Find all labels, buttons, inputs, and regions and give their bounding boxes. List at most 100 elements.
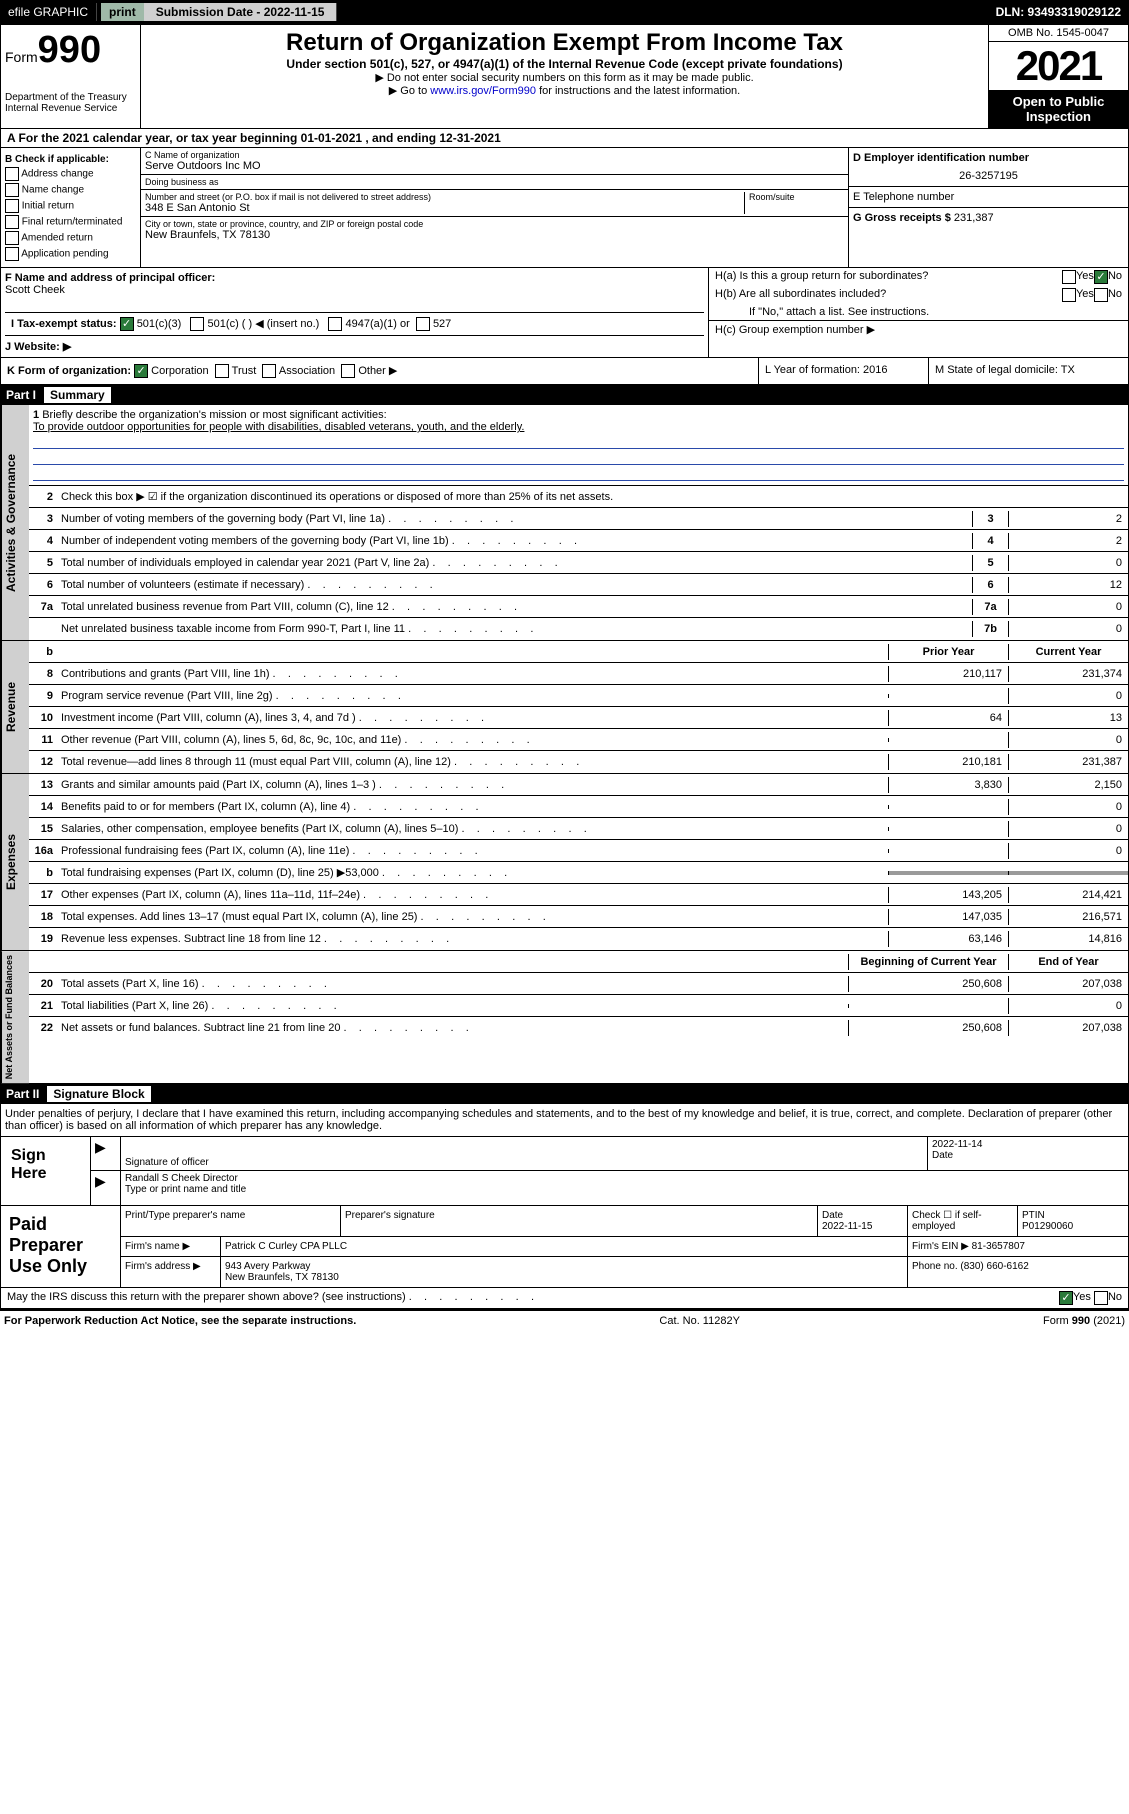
table-row: 7aTotal unrelated business revenue from … (29, 596, 1128, 618)
chk-trust[interactable] (215, 364, 229, 378)
tax-status-label: I Tax-exempt status: (11, 318, 117, 330)
footer-cat: Cat. No. 11282Y (356, 1315, 1043, 1327)
form-subtitle: Under section 501(c), 527, or 4947(a)(1)… (145, 57, 984, 71)
note2-post: for instructions and the latest informat… (536, 85, 740, 97)
sidelabel-revenue: Revenue (1, 641, 29, 773)
firm-name-label: Firm's name ▶ (121, 1237, 221, 1256)
table-row: 17Other expenses (Part IX, column (A), l… (29, 884, 1128, 906)
ha-label: H(a) Is this a group return for subordin… (715, 270, 1062, 284)
prep-selfemp: Check ☐ if self-employed (908, 1206, 1018, 1236)
table-row: 8Contributions and grants (Part VIII, li… (29, 663, 1128, 685)
form-header: Form990 Department of the Treasury Inter… (0, 24, 1129, 129)
irs-discuss-row: May the IRS discuss this return with the… (0, 1288, 1129, 1309)
part2-header: Part IISignature Block (0, 1084, 1129, 1104)
omb-number: OMB No. 1545-0047 (989, 25, 1128, 42)
print-button[interactable]: print (101, 3, 144, 21)
arrow-icon: ▶ (95, 1173, 106, 1189)
chk-hb-yes[interactable] (1062, 288, 1076, 302)
city-label: City or town, state or province, country… (145, 219, 423, 229)
ptin: P01290060 (1022, 1221, 1073, 1232)
phone-label: E Telephone number (849, 187, 1128, 208)
chk-final[interactable] (5, 215, 19, 229)
table-row: bTotal fundraising expenses (Part IX, co… (29, 862, 1128, 884)
firm-ein: 81-3657807 (972, 1241, 1025, 1252)
chk-hb-no[interactable] (1094, 288, 1108, 302)
table-row: 4Number of independent voting members of… (29, 530, 1128, 552)
chk-527[interactable] (416, 317, 430, 331)
revenue-grid: Revenue bPrior YearCurrent Year 8Contrib… (0, 641, 1129, 774)
form-note1: ▶ Do not enter social security numbers o… (145, 71, 984, 84)
net-assets-grid: Net Assets or Fund Balances Beginning of… (0, 951, 1129, 1084)
arrow-icon: ▶ (95, 1139, 106, 1155)
activities-grid: Activities & Governance 1 Briefly descri… (0, 405, 1129, 641)
firm-phone: (830) 660-6162 (960, 1261, 1028, 1272)
chk-4947[interactable] (328, 317, 342, 331)
chk-corp[interactable]: ✓ (134, 364, 148, 378)
submission-date: Submission Date - 2022-11-15 (144, 3, 338, 21)
chk-pending[interactable] (5, 247, 19, 261)
chk-assoc[interactable] (262, 364, 276, 378)
inspection-label: Open to Public Inspection (989, 90, 1128, 128)
hb-note: If "No," attach a list. See instructions… (709, 304, 1128, 320)
chk-discuss-yes[interactable]: ✓ (1059, 1291, 1073, 1305)
chk-ha-yes[interactable] (1062, 270, 1076, 284)
chk-other[interactable] (341, 364, 355, 378)
hb-label: H(b) Are all subordinates included? (715, 288, 1062, 302)
table-row: 19Revenue less expenses. Subtract line 1… (29, 928, 1128, 950)
table-row: 9Program service revenue (Part VIII, lin… (29, 685, 1128, 707)
footer-form: Form 990 (2021) (1043, 1315, 1125, 1327)
chk-amended[interactable] (5, 231, 19, 245)
sig-date-label: Date (932, 1150, 1124, 1161)
sign-here-label: Sign Here (1, 1137, 91, 1205)
chk-ha-no[interactable]: ✓ (1094, 270, 1108, 284)
irs-link[interactable]: www.irs.gov/Form990 (430, 85, 536, 97)
begin-year-hdr: Beginning of Current Year (848, 954, 1008, 970)
sidelabel-activities: Activities & Governance (1, 405, 29, 640)
preparer-label: Paid Preparer Use Only (1, 1206, 121, 1287)
chk-initial[interactable] (5, 199, 19, 213)
col-c-org: C Name of organizationServe Outdoors Inc… (141, 148, 848, 267)
table-row: Net unrelated business taxable income fr… (29, 618, 1128, 640)
table-row: 21Total liabilities (Part X, line 26)0 (29, 995, 1128, 1017)
officer-name-label: Type or print name and title (125, 1184, 1124, 1195)
sidelabel-expenses: Expenses (1, 774, 29, 950)
table-row: 22Net assets or fund balances. Subtract … (29, 1017, 1128, 1039)
chk-address[interactable] (5, 167, 19, 181)
sig-officer-label: Signature of officer (125, 1157, 923, 1168)
row-a-period: A For the 2021 calendar year, or tax yea… (0, 129, 1129, 148)
dln-label: DLN: 93493319029122 (996, 5, 1129, 19)
hc-label: H(c) Group exemption number ▶ (709, 320, 1128, 338)
form-prefix: Form (5, 49, 38, 65)
prep-sig-label: Preparer's signature (341, 1206, 818, 1236)
form-number: 990 (38, 29, 101, 71)
chk-501c[interactable] (190, 317, 204, 331)
irs-discuss-label: May the IRS discuss this return with the… (7, 1291, 1059, 1305)
dba-label: Doing business as (145, 177, 219, 187)
tax-year: 2021 (989, 42, 1128, 90)
gross-label: G Gross receipts $ (853, 212, 951, 224)
org-name-label: C Name of organization (145, 150, 844, 160)
firm-name: Patrick C Curley CPA PLLC (221, 1237, 908, 1256)
row-fh: F Name and address of principal officer:… (0, 268, 1129, 358)
ein-label: D Employer identification number (853, 152, 1124, 164)
table-row: 11Other revenue (Part VIII, column (A), … (29, 729, 1128, 751)
chk-501c3[interactable]: ✓ (120, 317, 134, 331)
sidelabel-net: Net Assets or Fund Balances (1, 951, 29, 1083)
street: 348 E San Antonio St (145, 202, 744, 214)
room-label: Room/suite (744, 192, 844, 214)
chk-discuss-no[interactable] (1094, 1291, 1108, 1305)
table-row: 13Grants and similar amounts paid (Part … (29, 774, 1128, 796)
form-title: Return of Organization Exempt From Incom… (145, 29, 984, 57)
form-org-label: K Form of organization: (7, 365, 131, 377)
expenses-grid: Expenses 13Grants and similar amounts pa… (0, 774, 1129, 951)
ein-value: 26-3257195 (853, 170, 1124, 182)
efile-label: efile GRAPHIC (0, 3, 97, 21)
q2-label: Check this box ▶ ☑ if the organization d… (57, 488, 1128, 505)
chk-name[interactable] (5, 183, 19, 197)
prep-name-label: Print/Type preparer's name (121, 1206, 341, 1236)
city: New Braunfels, TX 78130 (145, 229, 423, 241)
table-row: 10Investment income (Part VIII, column (… (29, 707, 1128, 729)
footer: For Paperwork Reduction Act Notice, see … (0, 1309, 1129, 1331)
sig-date: 2022-11-14 (932, 1139, 1124, 1150)
table-row: 15Salaries, other compensation, employee… (29, 818, 1128, 840)
